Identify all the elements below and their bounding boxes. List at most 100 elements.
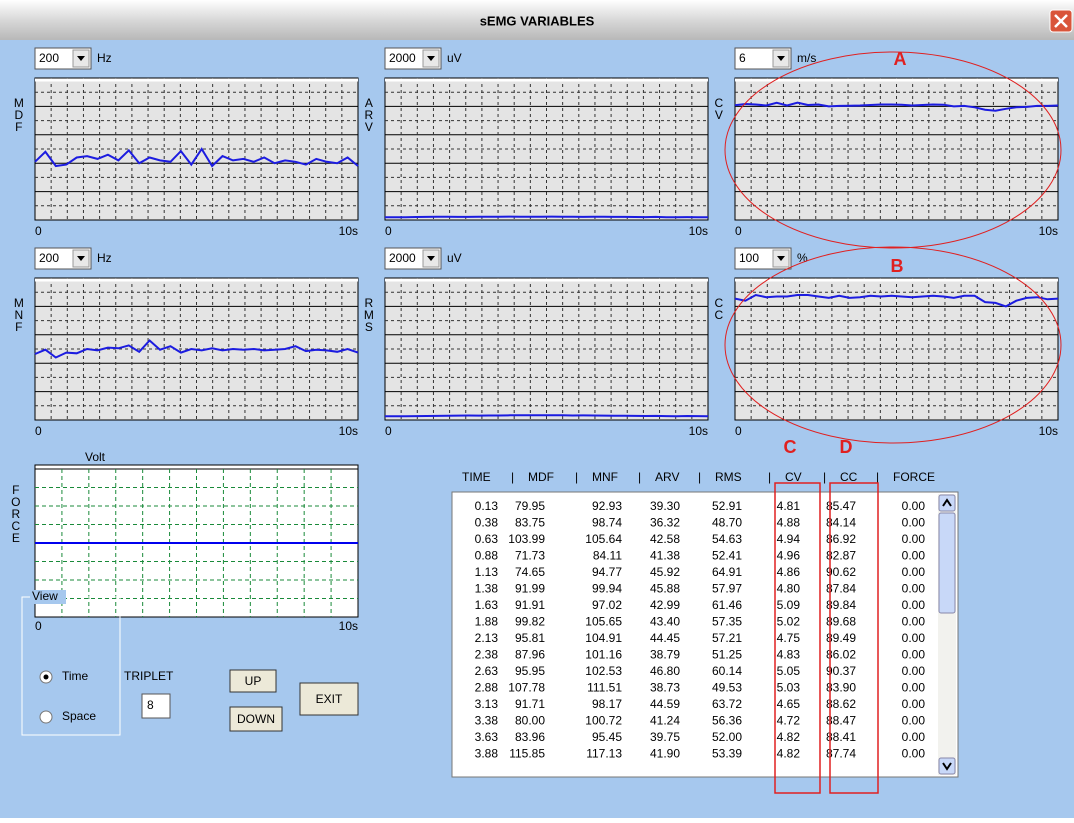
- table-cell: 48.70: [712, 516, 742, 530]
- table-cell: 97.02: [592, 598, 622, 612]
- arrow-icon: [942, 762, 952, 771]
- column-header: ARV: [655, 470, 679, 484]
- vertical-label: MNF: [12, 296, 26, 332]
- table-cell: 4.72: [777, 714, 801, 728]
- table-cell: 88.62: [826, 697, 856, 711]
- annotation-ellipse: [724, 246, 1062, 444]
- table-cell: 43.40: [650, 615, 680, 629]
- separator: |: [511, 470, 514, 484]
- table-cell: 0.00: [902, 714, 926, 728]
- unit-label: Volt: [85, 450, 106, 464]
- x-start-label: 0: [35, 224, 42, 238]
- vertical-label: MDF: [12, 96, 26, 132]
- table-cell: 2.13: [475, 631, 499, 645]
- table-cell: 89.84: [826, 598, 856, 612]
- listbox: [451, 491, 959, 778]
- radio-dot: [43, 674, 49, 680]
- table-cell: 84.14: [826, 516, 856, 530]
- table-cell: 90.37: [826, 664, 856, 678]
- table-cell: 56.36: [712, 714, 742, 728]
- group-legend: View: [32, 589, 58, 603]
- table-cell: 63.72: [712, 697, 742, 711]
- vertical-label: CC: [712, 296, 726, 320]
- table-cell: 79.95: [515, 499, 545, 513]
- radio-label: Time: [62, 669, 89, 683]
- table-cell: 0.00: [902, 615, 926, 629]
- table-cell: 5.03: [777, 681, 801, 695]
- scroll-down[interactable]: [938, 757, 956, 775]
- x-start-label: 0: [385, 224, 392, 238]
- table-cell: 89.68: [826, 615, 856, 629]
- table-cell: 36.32: [650, 516, 680, 530]
- column-header: CV: [785, 470, 802, 484]
- table-cell: 100.72: [585, 714, 622, 728]
- table-cell: 0.00: [902, 598, 926, 612]
- close-icon: [1054, 14, 1068, 28]
- table-cell: 52.41: [712, 549, 742, 563]
- table-cell: 3.13: [475, 697, 499, 711]
- triplet-label: TRIPLET: [124, 669, 174, 683]
- table-cell: 92.93: [592, 499, 622, 513]
- table-cell: 0.00: [902, 499, 926, 513]
- plot-area: [384, 277, 709, 421]
- table-cell: 0.00: [902, 549, 926, 563]
- unit-label: Hz: [97, 251, 112, 265]
- separator: |: [876, 470, 879, 484]
- x-start-label: 0: [735, 224, 742, 238]
- scroll-thumb[interactable]: [938, 512, 956, 614]
- button-label: EXIT: [316, 692, 343, 706]
- button[interactable]: [229, 669, 277, 693]
- table-cell: 3.63: [475, 730, 499, 744]
- x-end-label: 10s: [339, 619, 358, 633]
- table-cell: 0.00: [902, 664, 926, 678]
- table-cell: 90.62: [826, 565, 856, 579]
- window-title: sEMG VARIABLES: [480, 13, 595, 28]
- table-cell: 61.46: [712, 598, 742, 612]
- arrow-icon: [77, 56, 85, 61]
- triplet-input[interactable]: [141, 693, 171, 719]
- table-cell: 38.73: [650, 681, 680, 695]
- column-header: MNF: [592, 470, 618, 484]
- table-cell: 42.58: [650, 532, 680, 546]
- table-cell: 91.71: [515, 697, 545, 711]
- separator: |: [823, 470, 826, 484]
- table-cell: 3.38: [475, 714, 499, 728]
- annotation-letter: B: [891, 256, 904, 276]
- signal-line: [384, 414, 709, 418]
- table-cell: 88.47: [826, 714, 856, 728]
- table-cell: 0.63: [475, 532, 499, 546]
- plot-area: [734, 77, 1059, 221]
- radio-button[interactable]: [39, 710, 53, 724]
- button[interactable]: [299, 682, 359, 716]
- x-end-label: 10s: [689, 224, 708, 238]
- table-cell: 83.96: [515, 730, 545, 744]
- table-cell: 2.38: [475, 648, 499, 662]
- button[interactable]: [229, 706, 283, 732]
- table-cell: 86.02: [826, 648, 856, 662]
- column-header: FORCE: [893, 470, 935, 484]
- column-header: MDF: [528, 470, 554, 484]
- table-cell: 3.88: [475, 747, 499, 761]
- plot-area: [734, 277, 1059, 421]
- signal-line: [34, 147, 359, 168]
- table-cell: 85.47: [826, 499, 856, 513]
- table-cell: 0.88: [475, 549, 499, 563]
- signal-line: [34, 339, 359, 359]
- table-cell: 111.51: [587, 681, 622, 695]
- table-cell: 2.88: [475, 681, 499, 695]
- column-header: TIME: [462, 470, 491, 484]
- table-cell: 4.65: [777, 697, 801, 711]
- table-cell: 99.94: [592, 582, 622, 596]
- annotation-ellipse: [724, 51, 1062, 249]
- table-cell: 5.02: [777, 615, 801, 629]
- table-cell: 0.38: [475, 516, 499, 530]
- column-header: RMS: [715, 470, 742, 484]
- scroll-up[interactable]: [938, 494, 956, 512]
- table-cell: 95.81: [515, 631, 545, 645]
- table-cell: 115.85: [509, 747, 545, 761]
- table-cell: 44.59: [650, 697, 680, 711]
- table-cell: 94.77: [592, 565, 622, 579]
- x-start-label: 0: [735, 424, 742, 438]
- title-bar: [0, 0, 1074, 40]
- table-cell: 52.00: [712, 730, 742, 744]
